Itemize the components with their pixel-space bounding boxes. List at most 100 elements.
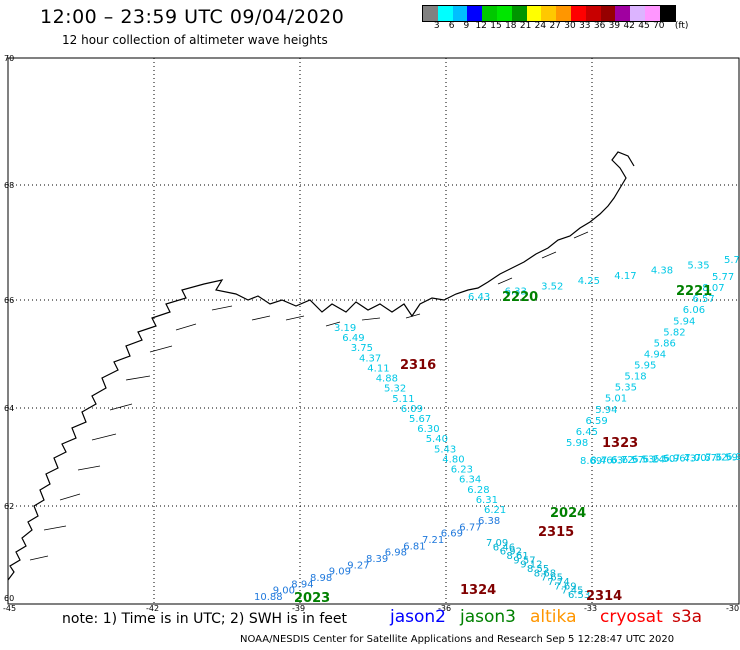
colorbar-swatch xyxy=(630,6,645,21)
swh-value: 3.52 xyxy=(541,281,563,292)
swh-value: 6.59 xyxy=(716,452,738,463)
swh-value: 6.31 xyxy=(476,495,498,506)
swh-value: 7.43 xyxy=(674,453,696,464)
swh-value: 8.69 xyxy=(580,456,602,467)
swh-value: 5.82 xyxy=(663,327,685,338)
colorbar-label: (ft) xyxy=(674,21,689,31)
colorbar-label: 21 xyxy=(519,21,532,31)
lat-label: 68 xyxy=(4,181,14,190)
lat-label: 62 xyxy=(4,502,14,511)
lon-label: -33 xyxy=(584,604,597,613)
lon-label: -39 xyxy=(292,604,305,613)
pass-time-label: 2314 xyxy=(586,589,622,604)
swh-value: 9.57 xyxy=(513,555,535,566)
swh-value: 6.09 xyxy=(401,404,423,415)
colorbar-swatch xyxy=(511,6,527,21)
colorbar-label: 39 xyxy=(608,21,621,31)
colorbar-labels: 3 6 9 12 15 18 21 24 27 30 33 36 39 42 45 70 (ft) xyxy=(422,21,732,33)
colorbar-swatch xyxy=(644,6,660,21)
swh-value: 6.50 xyxy=(653,454,675,465)
swh-value: 6.98 xyxy=(385,548,407,559)
swh-value: 6.49 xyxy=(342,333,364,344)
swh-value: 6.28 xyxy=(467,485,489,496)
swh-value: 4.11 xyxy=(367,363,389,374)
swh-value: 4.80 xyxy=(442,454,464,465)
swh-value: 5.94 xyxy=(673,316,695,327)
map-frame xyxy=(7,57,740,605)
swh-value: 8.55 xyxy=(527,564,549,575)
map-note: note: 1) Time is in UTC; 2) SWH is in fe… xyxy=(62,611,348,627)
swh-value: 8.07 xyxy=(702,283,724,294)
swh-value: 8.39 xyxy=(366,554,388,565)
colorbar-label: 9 xyxy=(463,21,470,31)
swh-value: 6.34 xyxy=(459,475,481,486)
colorbar-swatch xyxy=(570,6,586,21)
colorbar-label: 30 xyxy=(564,21,576,31)
swh-value: 6.59 xyxy=(586,416,608,427)
lon-label: -30 xyxy=(726,604,739,613)
lat-label: 64 xyxy=(4,404,14,413)
colorbar-label: 42 xyxy=(623,21,635,31)
swh-value: 6.9 xyxy=(726,452,740,463)
swh-value: 6.21 xyxy=(484,505,506,516)
swh-value: 6.72 xyxy=(611,455,633,466)
swh-value: 7.32 xyxy=(705,453,727,464)
colorbar-label: 15 xyxy=(490,21,502,31)
swh-value: 5.95 xyxy=(634,361,656,372)
swh-value: 6.57 xyxy=(622,455,644,466)
credit-line: NOAA/NESDIS Center for Satellite Applica… xyxy=(240,634,675,645)
colorbar-label: 36 xyxy=(593,21,606,31)
swh-value: 3.75 xyxy=(351,343,373,354)
swh-value: 7.63 xyxy=(601,455,623,466)
swh-value: 7.00 xyxy=(684,453,706,464)
swh-value: 5.77 xyxy=(712,272,734,283)
colorbar-label: 33 xyxy=(579,21,591,31)
swh-value: 6.33 xyxy=(505,287,527,298)
pass-time-label: 2221 xyxy=(676,284,712,299)
swh-value: 7.09 xyxy=(486,538,508,549)
colorbar-swatch xyxy=(659,6,675,21)
legend-s3a: s3a xyxy=(672,607,703,627)
pass-time-label: 2024 xyxy=(550,506,586,521)
swh-value: 5.35 xyxy=(687,260,709,271)
colorbar-label: 3 xyxy=(433,21,440,31)
swh-value: 10.88 xyxy=(254,592,283,603)
colorbar-swatch xyxy=(437,6,453,21)
legend-jason3: jason3 xyxy=(460,607,516,627)
swh-value: 5.67 xyxy=(409,414,431,425)
swh-value: 8.94 xyxy=(291,579,313,590)
pass-time-label: 1323 xyxy=(602,436,638,451)
colorbar-label: 6 xyxy=(448,21,455,31)
swh-value: 5.11 xyxy=(392,394,414,405)
swh-value: 4.25 xyxy=(578,276,600,287)
coastline xyxy=(7,151,635,581)
swh-value: 7.69 xyxy=(554,581,576,592)
swh-value: 6.43 xyxy=(468,292,490,303)
swh-value: 6.06 xyxy=(683,305,705,316)
pass-time-label: 2220 xyxy=(502,290,538,305)
swh-value: 5.35 xyxy=(615,383,637,394)
swh-value: 5.86 xyxy=(654,338,676,349)
swh-value: 6.77 xyxy=(459,522,481,533)
swh-value: 6.38 xyxy=(478,516,500,527)
colorbar-label: 70 xyxy=(653,21,665,31)
swh-value: 6.69 xyxy=(441,529,463,540)
swh-value: 9.27 xyxy=(347,560,369,571)
lon-label: -36 xyxy=(438,604,451,613)
colorbar-swatch xyxy=(541,6,557,21)
swh-value: 6.92 xyxy=(500,547,522,558)
colorbar-swatch xyxy=(526,6,542,21)
page-subtitle: 12 hour collection of altimeter wave hei… xyxy=(62,33,328,47)
swh-value: 5.32 xyxy=(384,384,406,395)
colorbar-swatch xyxy=(482,6,497,21)
swh-value: 6.81 xyxy=(403,541,425,552)
swh-value: 5.43 xyxy=(434,444,456,455)
swh-value: 5.18 xyxy=(624,372,646,383)
swh-value: 6.53 xyxy=(632,455,654,466)
colorbar-swatch xyxy=(467,6,483,21)
swh-value: 6.53 xyxy=(568,590,590,601)
swh-value: 8.46 xyxy=(590,456,612,467)
swh-value: 7.45 xyxy=(561,586,583,597)
swh-value: 8.68 xyxy=(534,568,556,579)
